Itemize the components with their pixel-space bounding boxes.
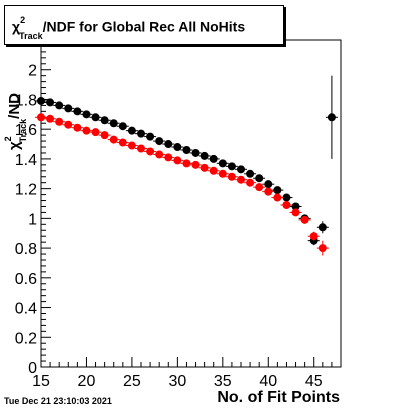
data-point [218,159,227,168]
data-point [164,153,173,162]
data-point [64,120,73,129]
data-point [309,232,318,241]
data-point [109,135,118,144]
y-tick-label: 1.6 [15,122,37,139]
data-point [200,163,209,172]
x-tick-label: 30 [168,373,186,390]
data-point [164,140,173,149]
data-point [273,186,282,195]
data-point [318,244,327,253]
axis-ticks [40,39,342,368]
data-point [109,119,118,128]
y-tick-label: 1.4 [15,152,37,169]
data-point [218,169,227,178]
data-point [91,113,100,122]
x-tick-label: 25 [123,373,141,390]
data-point [173,156,182,165]
data-point [155,137,164,146]
data-point [209,166,218,175]
data-point [173,143,182,152]
data-point [182,159,191,168]
data-point [46,98,55,107]
data-point [227,172,236,181]
datestamp: Tue Dec 21 23:10:03 2021 [4,396,112,406]
data-markers [35,75,338,256]
data-point [291,208,300,217]
data-point [246,178,255,187]
data-point [73,107,82,116]
data-point [127,126,136,135]
data-point [327,113,336,122]
y-tick-label: 0.6 [15,271,37,288]
y-tick-label: 2 [28,63,37,80]
y-axis-label: χ2 Track/ND [3,92,28,150]
data-point [273,193,282,202]
data-point [191,148,200,157]
data-point [73,123,82,132]
y-tick-label: 1.8 [15,92,37,109]
data-point [200,151,209,160]
y-tick-label: 1 [28,211,37,228]
data-point [137,144,145,153]
data-point [100,131,109,140]
data-point [55,101,64,110]
data-point [209,154,218,163]
data-point [246,169,255,178]
x-tick-label: 35 [214,373,232,390]
data-point [264,187,273,196]
data-point [146,132,155,141]
y-tick-label: 0.8 [15,241,37,258]
data-point [300,215,309,224]
data-point [318,223,327,232]
data-point [64,104,73,113]
data-point [82,126,91,135]
data-point [37,113,45,122]
x-tick-label: 20 [78,373,96,390]
data-point [55,117,64,126]
data-point [82,110,91,119]
data-point [146,147,155,156]
data-point [282,200,291,209]
chart-title: χ2Track/NDF for Global Rec All NoHits [12,15,246,42]
x-tick-label: 40 [259,373,277,390]
data-point [227,162,236,171]
data-point [127,141,136,150]
data-point [155,150,164,159]
data-point [264,180,273,189]
y-tick-label: 0.2 [15,330,37,347]
data-point [91,128,100,137]
x-tick-label: 15 [32,373,50,390]
data-point [237,165,245,174]
data-point [46,114,55,123]
x-axis-label: No. of Fit Points [217,389,340,406]
y-tick-label: 0 [28,360,37,377]
data-point [37,96,45,105]
data-point [137,129,145,138]
data-point [191,160,200,169]
data-point [255,183,264,192]
data-point [118,138,127,147]
y-tick-label: 0.4 [15,301,37,318]
data-point [100,116,109,125]
x-tick-label: 45 [305,373,323,390]
data-point [118,122,127,131]
data-point [237,175,245,184]
data-point [282,193,291,202]
data-point [255,174,264,183]
data-point [182,145,191,154]
data-point [291,202,300,211]
chart-title-box: χ2Track/NDF for Global Rec All NoHits [4,5,284,45]
axis-tick-labels: 15 20 25 30 35 40 45 0 0.2 0.4 0.6 0.8 1 1.2 1.4 1.6 1.8… [15,63,323,390]
y-tick-label: 1.2 [15,182,37,199]
